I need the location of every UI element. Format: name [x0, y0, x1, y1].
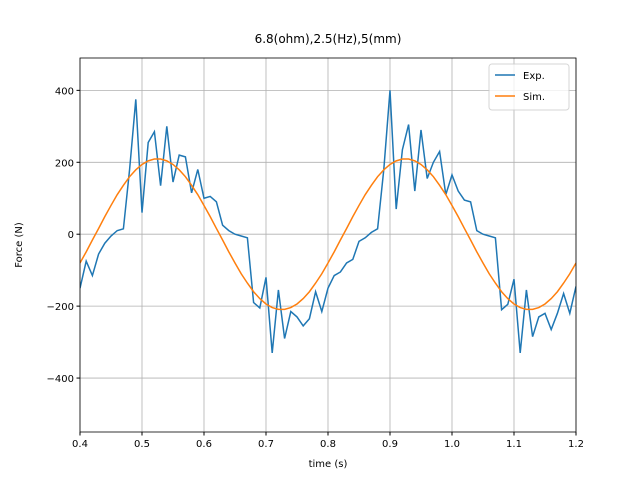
y-tick-label: 400: [55, 86, 74, 97]
x-tick-label: 0.8: [320, 439, 336, 450]
x-tick-label: 1.0: [444, 439, 460, 450]
legend-label: Sim.: [523, 92, 545, 103]
x-axis-label: time (s): [309, 459, 348, 470]
y-tick-label: 0: [68, 230, 74, 241]
x-tick-label: 0.6: [196, 439, 212, 450]
legend-label: Exp.: [523, 71, 545, 82]
chart-title: 6.8(ohm),2.5(Hz),5(mm): [255, 32, 402, 46]
plot-area: [80, 90, 576, 353]
x-tick-label: 1.2: [568, 439, 584, 450]
x-tick-label: 0.9: [382, 439, 398, 450]
x-tick-label: 0.5: [134, 439, 150, 450]
x-tick-label: 0.7: [258, 439, 274, 450]
data-line: [80, 90, 576, 353]
y-axis-label: Force (N): [14, 222, 25, 268]
axes-frame: [79, 57, 577, 433]
y-tick-label: −400: [47, 374, 74, 385]
x-tick-label: 1.1: [506, 439, 522, 450]
data-line: [80, 158, 576, 311]
y-tick-label: 200: [55, 158, 74, 169]
y-tick-label: −200: [47, 302, 74, 313]
x-tick-label: 0.4: [72, 439, 88, 450]
